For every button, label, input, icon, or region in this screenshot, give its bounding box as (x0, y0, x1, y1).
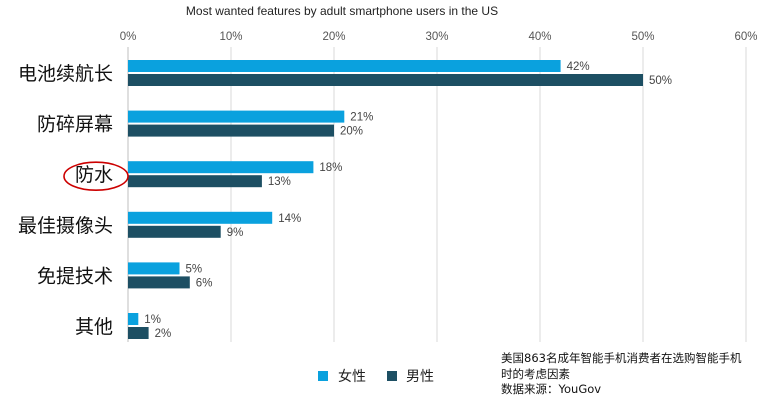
bars (128, 60, 643, 339)
bar-male (128, 225, 221, 238)
data-label: 6% (196, 277, 213, 289)
x-tick-label: 60% (734, 31, 757, 43)
data-labels: 42% 50% 21% 20% 18% 13% 14% 9% 5% 6% 1% 2% (144, 61, 672, 340)
bar-female (128, 211, 273, 224)
data-label: 1% (144, 314, 161, 326)
x-tick-label: 40% (528, 31, 551, 43)
data-label: 13% (268, 176, 291, 188)
bar-female (128, 313, 139, 325)
chart-title: Most wanted features by adult smartphone… (186, 4, 498, 18)
bar-male (128, 175, 262, 188)
data-label: 21% (350, 112, 373, 124)
note-line-3: 数据来源：YouGov (501, 382, 602, 396)
legend-label-female: 女性 (338, 368, 366, 385)
category-label: 最佳摄像头 (18, 215, 113, 237)
legend: 女性 男性 (318, 368, 434, 385)
x-tick-label: 30% (425, 31, 448, 43)
data-label: 9% (227, 227, 244, 239)
source-note: 美国863名成年智能手机消费者在选购智能手机 时的考虑因素 数据来源：YouGo… (501, 351, 776, 398)
bar-female (128, 60, 561, 72)
legend-swatch-female (318, 371, 328, 381)
data-label: 5% (186, 263, 203, 275)
data-label: 50% (649, 75, 672, 87)
note-line-1: 美国863名成年智能手机消费者在选购智能手机 (501, 351, 742, 365)
bar-female (128, 262, 180, 275)
category-label: 其他 (75, 316, 113, 338)
category-label: 免提技术 (37, 265, 113, 287)
bar-female (128, 110, 345, 123)
note-line-2: 时的考虑因素 (501, 366, 570, 381)
data-label: 2% (155, 328, 172, 340)
x-tick-label: 10% (219, 31, 242, 43)
highlight-ellipse (63, 161, 129, 191)
x-tick-label: 0% (120, 31, 137, 43)
legend-swatch-male (387, 371, 397, 381)
bar-female (128, 161, 314, 174)
category-label: 防碎屏幕 (37, 114, 113, 136)
x-tick-label: 50% (631, 31, 654, 43)
data-label: 18% (319, 162, 342, 174)
data-label: 20% (340, 126, 363, 138)
bar-male (128, 124, 334, 137)
gridlines (127, 47, 747, 342)
bar-male (128, 327, 149, 339)
data-label: 14% (278, 213, 301, 225)
legend-label-male: 男性 (406, 369, 434, 385)
bar-male (128, 276, 190, 289)
data-label: 42% (567, 61, 590, 73)
bar-male (128, 74, 643, 86)
category-label: 电池续航长 (18, 63, 113, 85)
x-axis-ticks: 0% 10% 20% 30% 40% 50% 60% (120, 31, 758, 43)
category-label: 防水 (75, 164, 113, 186)
x-tick-label: 20% (322, 31, 345, 43)
